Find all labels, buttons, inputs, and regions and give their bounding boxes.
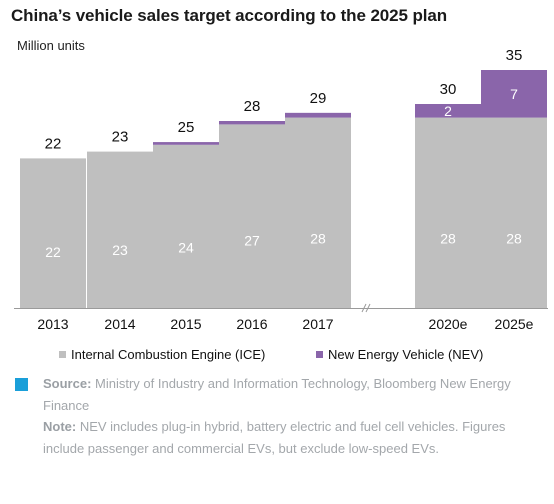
total-label-2015: 25: [178, 119, 195, 136]
data-label-nev-2025e: 7: [510, 86, 518, 102]
x-tick-label-2013: 2013: [37, 316, 68, 332]
data-label-ice-2015: 24: [178, 240, 194, 256]
bar-ice-2020e: [415, 117, 481, 308]
bar-nev-2025e: [481, 70, 547, 118]
bar-ice-2017: [285, 117, 351, 308]
axis-break-mark: [361, 303, 367, 313]
bar-ice-2013: [20, 158, 86, 308]
x-tick-label-2014: 2014: [104, 316, 135, 332]
x-tick-label-2017: 2017: [302, 316, 333, 332]
total-label-2020e: 30: [440, 81, 457, 98]
chart-title: China’s vehicle sales target according t…: [11, 6, 448, 25]
total-label-2025e: 35: [506, 47, 523, 64]
legend-item-ice: Internal Combustion Engine (ICE): [59, 347, 265, 362]
chart-notes: Source: Ministry of Industry and Informa…: [43, 373, 543, 459]
x-tick-label-2020e: 2020e: [429, 316, 468, 332]
source-label: Source:: [43, 376, 92, 391]
source-text: Ministry of Industry and Information Tec…: [43, 376, 511, 413]
bar-ice-2016: [219, 124, 285, 309]
data-label-ice-2020e: 28: [440, 230, 456, 246]
data-label-ice-2014: 23: [112, 242, 128, 258]
note-label: Note:: [43, 419, 77, 434]
axis-break-mark: [365, 303, 371, 313]
total-label-2017: 29: [310, 90, 327, 107]
bar-ice-2014: [87, 151, 153, 308]
legend-item-nev: New Energy Vehicle (NEV): [316, 347, 483, 362]
data-label-nev-2020e: 2: [444, 103, 452, 119]
note-line: Note: NEV includes plug-in hybrid, batte…: [43, 416, 543, 459]
total-label-2016: 28: [244, 98, 261, 115]
total-label-2014: 23: [112, 129, 129, 146]
legend-swatch-nev: [316, 351, 323, 358]
total-label-2013: 22: [45, 135, 62, 152]
bar-nev-2017: [285, 112, 351, 118]
legend-swatch-ice: [59, 351, 66, 358]
bar-nev-2015: [153, 142, 219, 145]
data-label-ice-2017: 28: [310, 230, 326, 246]
note-text: NEV includes plug-in hybrid, battery ele…: [43, 419, 506, 456]
bar-ice-2015: [153, 144, 219, 308]
y-axis-unit-label: Million units: [17, 38, 85, 53]
legend-label-ice: Internal Combustion Engine (ICE): [71, 347, 266, 362]
bar-nev-2016: [219, 121, 285, 125]
legend-label-nev: New Energy Vehicle (NEV): [328, 347, 484, 362]
bar-nev-2020e: [415, 104, 481, 118]
bar-chart: 2222201323232014242520152728201628292017…: [14, 47, 548, 332]
bar-ice-2025e: [481, 117, 547, 308]
data-label-ice-2025e: 28: [506, 230, 522, 246]
data-label-ice-2016: 27: [244, 233, 260, 249]
x-tick-label-2015: 2015: [170, 316, 201, 332]
x-tick-label-2025e: 2025e: [495, 316, 534, 332]
source-line: Source: Ministry of Industry and Informa…: [43, 373, 543, 416]
data-label-ice-2013: 22: [45, 244, 61, 260]
source-marker-square: [15, 378, 28, 391]
x-tick-label-2016: 2016: [236, 316, 267, 332]
